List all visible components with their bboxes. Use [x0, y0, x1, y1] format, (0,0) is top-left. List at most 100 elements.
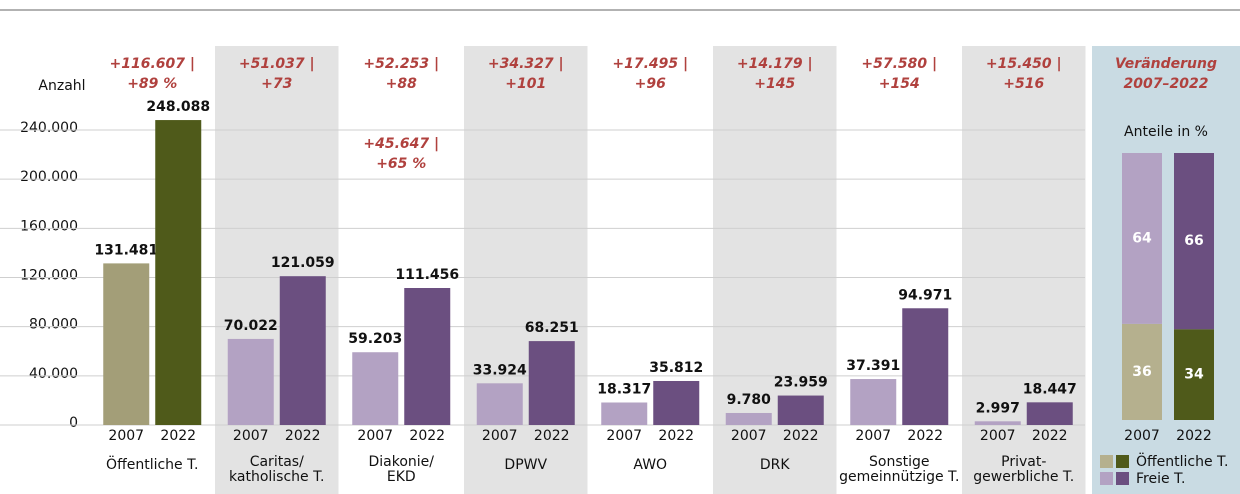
legend-swatch: [1100, 455, 1113, 468]
x-tick-label: 2022: [907, 428, 943, 444]
legend-label: Freie T.: [1136, 471, 1185, 487]
x-tick-label: 2007: [108, 428, 144, 444]
change-annotation: +96: [635, 76, 666, 92]
x-tick-label: 2022: [409, 428, 445, 444]
value-label: 59.203: [348, 331, 402, 347]
category-label: Caritas/: [250, 454, 304, 470]
value-label: 37.391: [846, 358, 900, 374]
y-tick-label: 80.000: [29, 317, 78, 333]
x-tick-label: 2007: [1124, 428, 1160, 444]
y-tick-label: 200.000: [20, 169, 78, 185]
x-tick-label: 2007: [731, 428, 767, 444]
x-tick-label: 2007: [482, 428, 518, 444]
x-tick-label: 2022: [285, 428, 321, 444]
bar: [352, 352, 399, 425]
x-tick-label: 2022: [1032, 428, 1068, 444]
legend-swatch: [1100, 472, 1113, 485]
category-label: DRK: [760, 457, 791, 473]
group-band: [962, 46, 1086, 494]
value-label: 248.088: [146, 99, 210, 115]
y-tick-label: 240.000: [20, 120, 78, 136]
share-bar: [1122, 153, 1162, 324]
x-tick-label: 2007: [357, 428, 393, 444]
legend-swatch: [1116, 455, 1129, 468]
bar: [227, 338, 274, 425]
bar: [974, 421, 1021, 425]
share-title: 2007–2022: [1124, 76, 1209, 92]
bar: [850, 379, 897, 425]
category-label: Diakonie/: [368, 454, 434, 470]
bar: [103, 263, 150, 425]
category-label: Öffentliche T.: [106, 455, 198, 473]
bar: [155, 120, 202, 425]
share-title: Veränderung: [1115, 56, 1217, 72]
category-label: Sonstige: [869, 454, 930, 470]
value-label: 70.022: [224, 318, 278, 334]
bar: [601, 402, 648, 425]
legend-label: Öffentliche T.: [1136, 452, 1228, 470]
bar: [528, 341, 575, 425]
x-tick-label: 2007: [606, 428, 642, 444]
value-label: 23.959: [774, 375, 828, 391]
x-tick-label: 2007: [855, 428, 891, 444]
value-label: 18.317: [597, 381, 651, 397]
bar: [279, 276, 326, 425]
x-tick-label: 2022: [1176, 428, 1212, 444]
bar: [777, 395, 824, 425]
group-band: [713, 46, 837, 494]
change-annotation: +45.647 |: [363, 136, 439, 152]
change-annotation: +51.037 |: [239, 56, 315, 72]
share-bar: [1174, 329, 1214, 420]
category-label: gewerbliche T.: [973, 469, 1074, 485]
share-label: 66: [1184, 233, 1203, 249]
bar: [725, 412, 772, 425]
category-label: katholische T.: [229, 469, 324, 485]
value-label: 9.780: [727, 392, 772, 408]
change-annotation: +52.253 |: [363, 56, 439, 72]
bar: [653, 380, 700, 425]
value-label: 68.251: [525, 320, 579, 336]
change-annotation: +145: [754, 76, 795, 92]
category-label: gemeinnützige T.: [839, 469, 959, 485]
y-axis-label: Anzahl: [38, 78, 85, 94]
x-tick-label: 2022: [534, 428, 570, 444]
bar: [404, 288, 451, 425]
share-subtitle: Anteile in %: [1124, 124, 1208, 140]
share-panel-bg: [1092, 46, 1240, 494]
x-tick-label: 2022: [658, 428, 694, 444]
change-annotation: +73: [261, 76, 292, 92]
change-annotation: +88: [386, 76, 417, 92]
change-annotation: +116.607 |: [110, 56, 195, 72]
x-tick-label: 2022: [783, 428, 819, 444]
change-annotation: +34.327 |: [488, 56, 564, 72]
bar: [902, 308, 949, 425]
change-annotation: +15.450 |: [986, 56, 1062, 72]
y-tick-label: 40.000: [29, 366, 78, 382]
value-label: 94.971: [898, 287, 952, 303]
value-label: 33.924: [473, 362, 527, 378]
share-label: 36: [1132, 364, 1151, 380]
change-annotation: +57.580 |: [861, 56, 937, 72]
value-label: 131.481: [94, 242, 158, 258]
share-label: 64: [1132, 230, 1152, 246]
change-annotation: +14.179 |: [737, 56, 813, 72]
category-label: DPWV: [504, 457, 547, 473]
change-annotation: +101: [505, 76, 546, 92]
bar: [476, 383, 523, 425]
x-tick-label: 2007: [233, 428, 269, 444]
value-label: 111.456: [395, 267, 459, 283]
value-label: 121.059: [271, 255, 335, 271]
share-bar: [1174, 153, 1214, 330]
value-label: 2.997: [976, 400, 1020, 416]
x-tick-label: 2022: [160, 428, 196, 444]
share-label: 34: [1184, 367, 1204, 383]
value-label: 18.447: [1023, 381, 1077, 397]
y-tick-label: 160.000: [20, 218, 78, 234]
category-label: AWO: [633, 457, 667, 473]
change-annotation: +154: [879, 76, 920, 92]
category-label: Privat-: [1001, 454, 1046, 470]
change-annotation: +89 %: [127, 76, 177, 92]
share-bar: [1122, 323, 1162, 420]
change-annotation: +516: [1003, 76, 1044, 92]
